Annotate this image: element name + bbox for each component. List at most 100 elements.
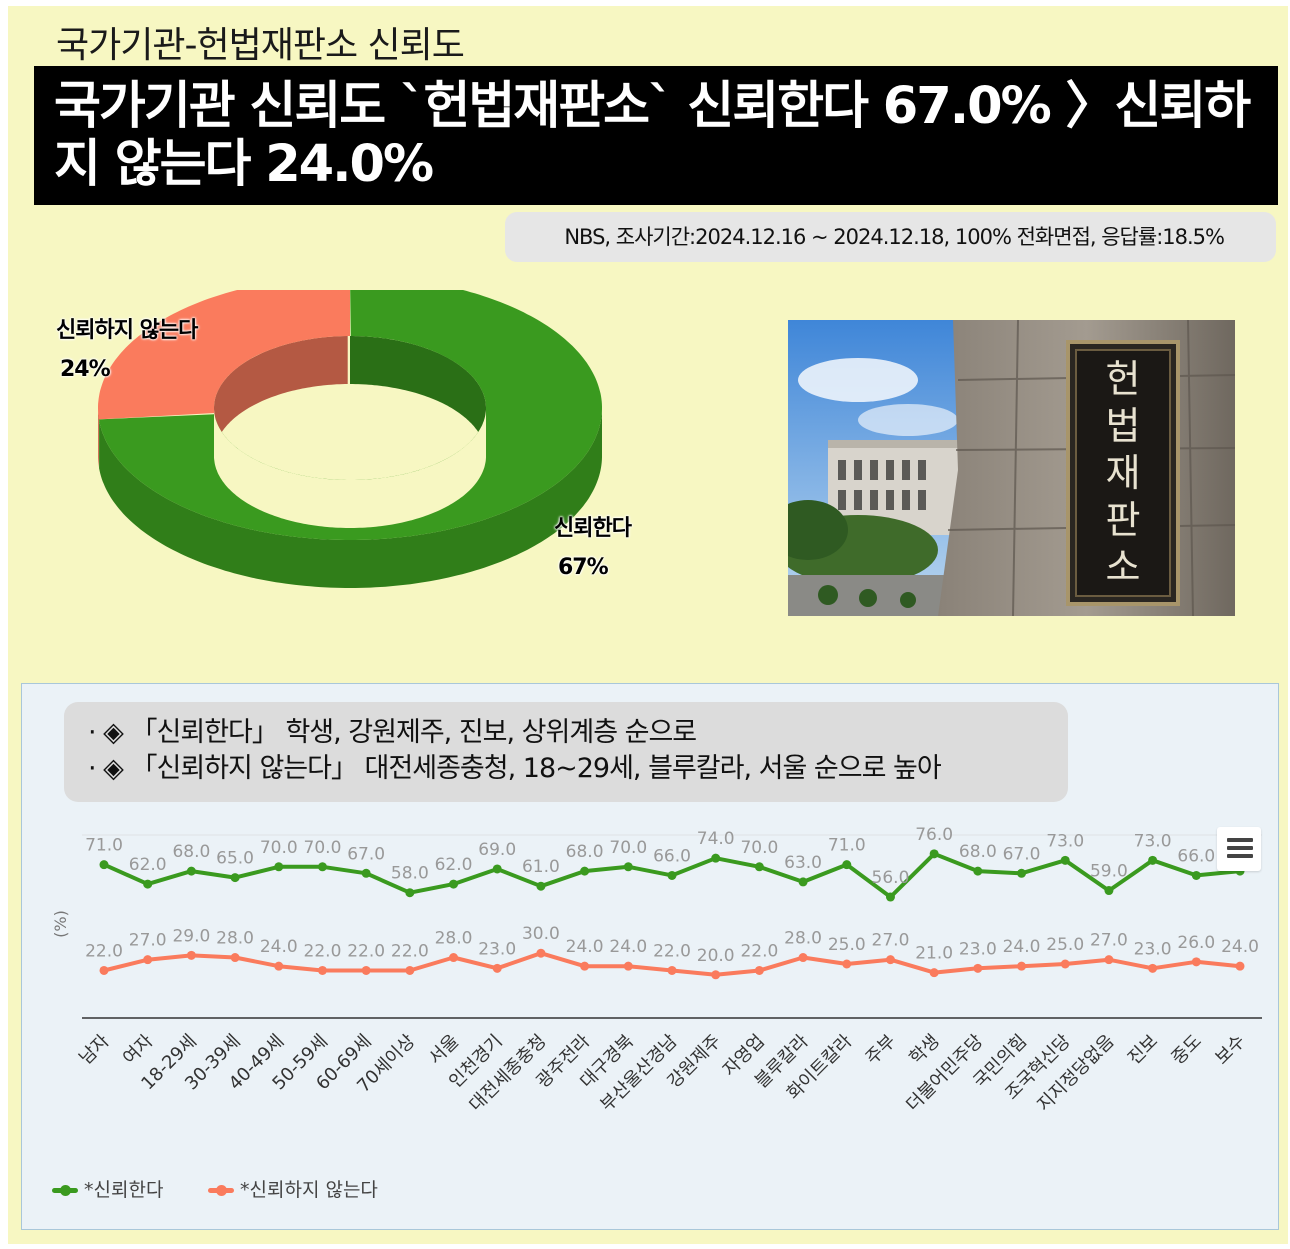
donut-slice-1 [98, 290, 350, 420]
series-0-data-label-19: 76.0 [915, 825, 953, 845]
series-0-data-label-21: 67.0 [1003, 844, 1041, 864]
series-1-data-label-2: 29.0 [172, 926, 210, 946]
series-0-data-label-22: 73.0 [1046, 831, 1084, 851]
series-0-point-24 [1148, 855, 1158, 865]
series-1-data-label-14: 20.0 [697, 946, 735, 966]
series-0-point-2 [186, 866, 196, 876]
series-0-data-label-14: 74.0 [697, 829, 735, 849]
series-0-point-25 [1191, 870, 1201, 880]
series-1-data-label-10: 30.0 [522, 924, 560, 944]
donut-inner-wall-1 [214, 336, 348, 457]
series-0-data-label-25: 66.0 [1177, 846, 1215, 866]
series-0-data-label-24: 73.0 [1134, 831, 1172, 851]
series-1-data-label-19: 21.0 [915, 944, 953, 964]
legend-label-trust: *신뢰한다 [84, 1179, 164, 1201]
series-0-data-label-2: 68.0 [172, 842, 210, 862]
series-1-point-14 [711, 970, 721, 980]
y-axis-label: (%) [51, 910, 70, 938]
series-1-point-16 [798, 953, 808, 963]
series-1-point-7 [405, 965, 415, 975]
series-0-data-label-20: 68.0 [959, 842, 997, 862]
photo-sign-text: 헌 법 재 판 소 [1088, 356, 1158, 591]
series-0-data-label-17: 71.0 [828, 836, 866, 856]
series-1-point-25 [1191, 957, 1201, 967]
series-0-data-label-11: 68.0 [566, 842, 604, 862]
series-1-data-label-13: 22.0 [653, 941, 691, 961]
series-0-data-label-13: 66.0 [653, 846, 691, 866]
series-0-data-label-10: 61.0 [522, 857, 560, 877]
series-0-point-10 [536, 881, 546, 891]
donut-hole [214, 408, 486, 528]
series-0-data-label-1: 62.0 [129, 855, 167, 875]
chart-menu-button[interactable] [1217, 827, 1261, 871]
sign-char: 헌 [1105, 357, 1141, 401]
series-1-data-label-1: 27.0 [129, 931, 167, 951]
series-1-point-9 [492, 963, 502, 973]
series-1-point-24 [1148, 963, 1158, 973]
series-1-data-label-0: 22.0 [85, 941, 123, 961]
series-0-point-7 [405, 888, 415, 898]
x-tick-label-24: 진보 [1124, 1031, 1162, 1069]
series-1-data-label-24: 23.0 [1134, 939, 1172, 959]
x-tick-label-0: 남자 [75, 1030, 114, 1069]
donut-outer-wall-1 [98, 406, 99, 468]
legend-swatch-trust [52, 1185, 78, 1196]
series-1-data-label-18: 27.0 [872, 931, 910, 951]
x-tick-label-26: 보수 [1211, 1031, 1249, 1069]
series-0-data-label-4: 70.0 [260, 838, 298, 858]
donut-outer-wall-0 [99, 406, 602, 588]
survey-info-box: NBS, 조사기간:2024.12.16 ~ 2024.12.18, 100% … [505, 212, 1276, 262]
donut-label-trust: 신뢰한다 [554, 516, 632, 541]
sign-char: 판 [1105, 498, 1141, 542]
series-1-data-label-15: 22.0 [740, 941, 778, 961]
series-1-data-label-22: 25.0 [1046, 935, 1084, 955]
series-0-point-17 [842, 860, 852, 870]
series-0-point-18 [885, 892, 895, 902]
series-1-point-22 [1060, 959, 1070, 969]
series-0-data-label-5: 70.0 [304, 838, 342, 858]
summary-notes: · ◈ 「신뢰한다」 학생, 강원제주, 진보, 상위계층 순으로 · ◈ 「신… [64, 702, 1068, 802]
series-1-data-label-25: 26.0 [1177, 933, 1215, 953]
series-1-point-4 [274, 961, 284, 971]
series-0-point-6 [361, 868, 371, 878]
series-1-data-label-12: 24.0 [609, 937, 647, 957]
x-tick-label-25: 중도 [1168, 1031, 1206, 1069]
trust-donut-chart [98, 290, 602, 588]
sign-char: 소 [1105, 545, 1141, 589]
series-0-point-14 [711, 853, 721, 863]
trust-by-group-line-chart: (%)71.062.068.0 65.070.0 70.0 67.058.0 62.06… [51, 825, 1262, 1116]
series-1-data-label-17: 25.0 [828, 935, 866, 955]
series-0-data-label-0: 71.0 [85, 836, 123, 856]
series-0-point-22 [1060, 855, 1070, 865]
series-0-data-label-18: 56.0 [872, 868, 910, 888]
series-1-point-5 [317, 965, 327, 975]
series-1-point-11 [580, 961, 590, 971]
series-1-point-20 [973, 963, 983, 973]
series-0-point-3 [230, 873, 240, 883]
series-0-point-1 [143, 879, 153, 889]
series-0-data-label-3: 65.0 [216, 849, 254, 869]
note-line: · ◈ 「신뢰하지 않는다」 대전세종충청, 18~29세, 블루칼라, 서울 … [88, 753, 942, 784]
donut-label-distrust: 신뢰하지 않는다 [56, 318, 198, 343]
page-supertitle: 국가기관-헌법재판소 신뢰도 [56, 25, 465, 66]
x-tick-label-8: 서울 [425, 1031, 463, 1069]
series-1-point-21 [1017, 961, 1027, 971]
series-1-data-label-6: 22.0 [347, 941, 385, 961]
series-1-point-17 [842, 959, 852, 969]
series-0-point-11 [580, 866, 590, 876]
series-1-point-0 [99, 965, 109, 975]
series-0-point-5 [317, 862, 327, 872]
series-0-data-label-15: 70.0 [740, 838, 778, 858]
series-1-data-label-9: 23.0 [478, 939, 516, 959]
series-1-point-8 [449, 953, 459, 963]
series-1-point-6 [361, 965, 371, 975]
series-1-point-12 [623, 961, 633, 971]
x-tick-label-19: 학생 [905, 1031, 943, 1069]
legend-swatch-distrust [208, 1185, 234, 1196]
series-1-point-23 [1104, 955, 1114, 965]
series-0-point-19 [929, 849, 939, 859]
series-0-point-0 [99, 860, 109, 870]
series-0-data-label-23: 59.0 [1090, 862, 1128, 882]
series-1-data-label-8: 28.0 [435, 929, 473, 949]
series-0-data-label-16: 63.0 [784, 853, 822, 873]
